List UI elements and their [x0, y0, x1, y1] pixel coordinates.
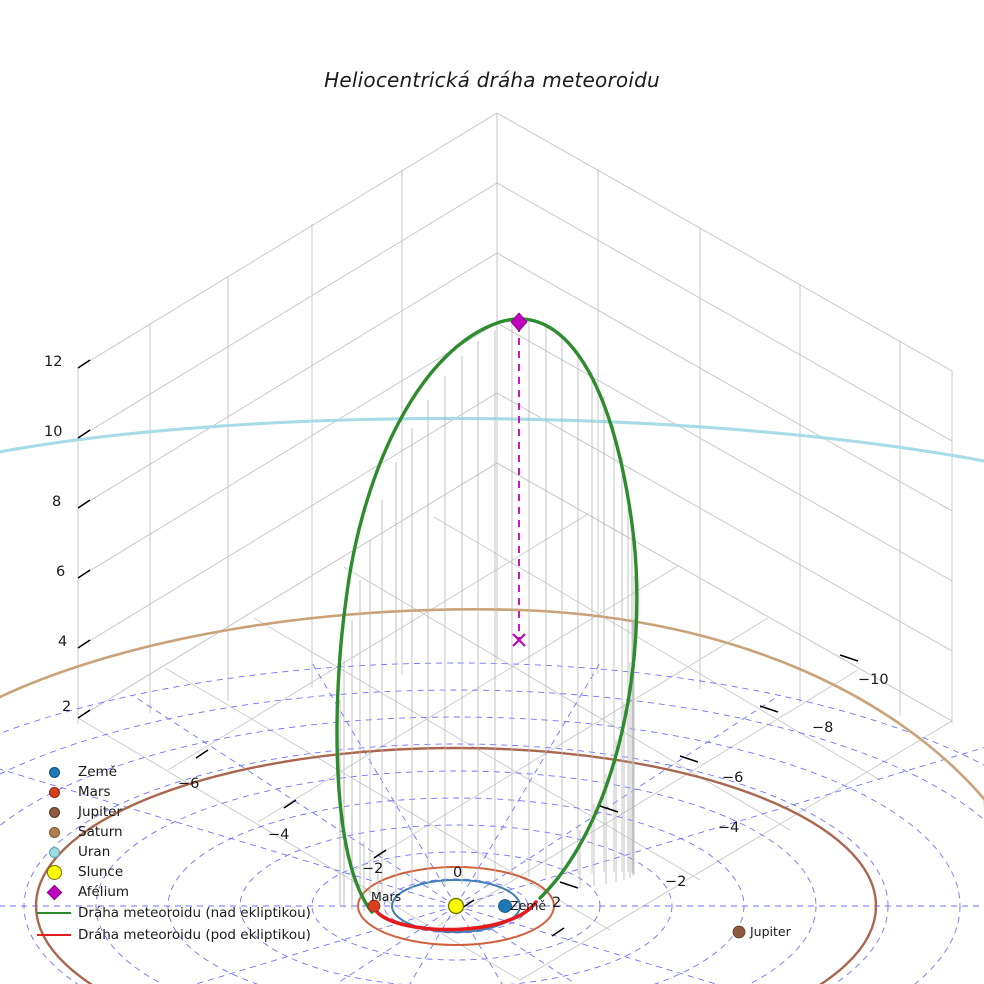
x-tick-0: 0 — [453, 865, 463, 881]
earth-dot-icon — [30, 766, 78, 778]
y-tick-minus-6: −6 — [722, 770, 744, 786]
aphelion-marker — [510, 312, 528, 332]
legend-label-saturn: Saturn — [78, 824, 123, 840]
orbit-mars — [357, 866, 555, 946]
jupiter-dot-icon — [30, 806, 78, 818]
z-tick-2: 2 — [62, 699, 72, 715]
z-tick-4: 4 — [58, 634, 68, 650]
legend-item-orbit-above[interactable]: Dráha meteoroidu (nad ekliptikou) — [30, 902, 330, 924]
jupiter-label: Jupiter — [750, 924, 791, 939]
polar-grid — [0, 662, 984, 984]
meteoroid-orbit-above-ecliptic — [335, 317, 639, 914]
red-line-icon — [30, 934, 78, 936]
legend-label-zeme: Země — [78, 764, 118, 780]
saturn-dot-icon — [30, 826, 78, 838]
legend-item-slunce[interactable]: Slunce — [30, 862, 330, 882]
earth-label: Země — [510, 898, 547, 913]
x-tick-minus-6: −6 — [178, 776, 200, 792]
legend-label-mars: Mars — [78, 784, 111, 800]
legend-item-mars[interactable]: Mars — [30, 782, 330, 802]
orbit-jupiter — [34, 746, 878, 984]
legend-label-slunce: Slunce — [78, 864, 124, 880]
legend-item-orbit-below[interactable]: Dráha meteoroidu (pod ekliptikou) — [30, 924, 330, 946]
y-tick-minus-4: −4 — [718, 820, 740, 836]
z-tick-10: 10 — [44, 424, 63, 440]
y-tick-minus-8: −8 — [812, 720, 834, 736]
x-tick-2: 2 — [552, 895, 562, 911]
aphelion-diamond-icon — [30, 884, 78, 900]
marker-mars — [367, 899, 381, 913]
page-title: Heliocentrická dráha meteoroidu — [324, 68, 660, 92]
legend-item-saturn[interactable]: Saturn — [30, 822, 330, 842]
uranus-dot-icon — [30, 846, 78, 858]
z-tick-8: 8 — [52, 494, 62, 510]
legend-label-orbit-below: Dráha meteoroidu (pod ekliptikou) — [78, 927, 311, 943]
y-tick-minus-10: −10 — [858, 672, 889, 688]
meteoroid-orbit-below-ecliptic — [375, 900, 538, 932]
mars-label: Mars — [371, 889, 402, 904]
orbit-uranus — [0, 416, 984, 463]
legend-label-jupiter: Jupiter — [78, 804, 123, 820]
mars-dot-icon — [30, 786, 78, 798]
orbit-earth — [391, 879, 521, 933]
y-tick-minus-2: −2 — [665, 874, 687, 890]
orbit-saturn — [0, 607, 984, 806]
legend-item-afelium[interactable]: Afélium — [30, 882, 330, 902]
marker-jupiter — [732, 925, 746, 939]
x-tick-minus-4: −4 — [268, 827, 290, 843]
pane-grid-back-right — [496, 112, 953, 723]
legend-label-afelium: Afélium — [78, 884, 130, 900]
legend-item-uran[interactable]: Uran — [30, 842, 330, 862]
pane-grid-back-left — [77, 112, 498, 724]
aphelion-projection-x-marker — [512, 633, 526, 647]
z-tick-6: 6 — [56, 564, 66, 580]
tick-marks — [77, 359, 859, 937]
x-tick-minus-2: −2 — [362, 861, 384, 877]
legend-item-zeme[interactable]: Země — [30, 762, 330, 782]
legend-label-orbit-above: Dráha meteoroidu (nad ekliptikou) — [78, 905, 311, 921]
legend-item-jupiter[interactable]: Jupiter — [30, 802, 330, 822]
legend: Země Mars Jupiter Saturn Uran — [30, 762, 330, 946]
marker-earth — [498, 899, 512, 913]
green-line-icon — [30, 912, 78, 914]
sun-dot-icon — [30, 864, 78, 880]
marker-sun — [447, 897, 465, 915]
legend-label-uran: Uran — [78, 844, 111, 860]
z-tick-12: 12 — [44, 354, 63, 370]
